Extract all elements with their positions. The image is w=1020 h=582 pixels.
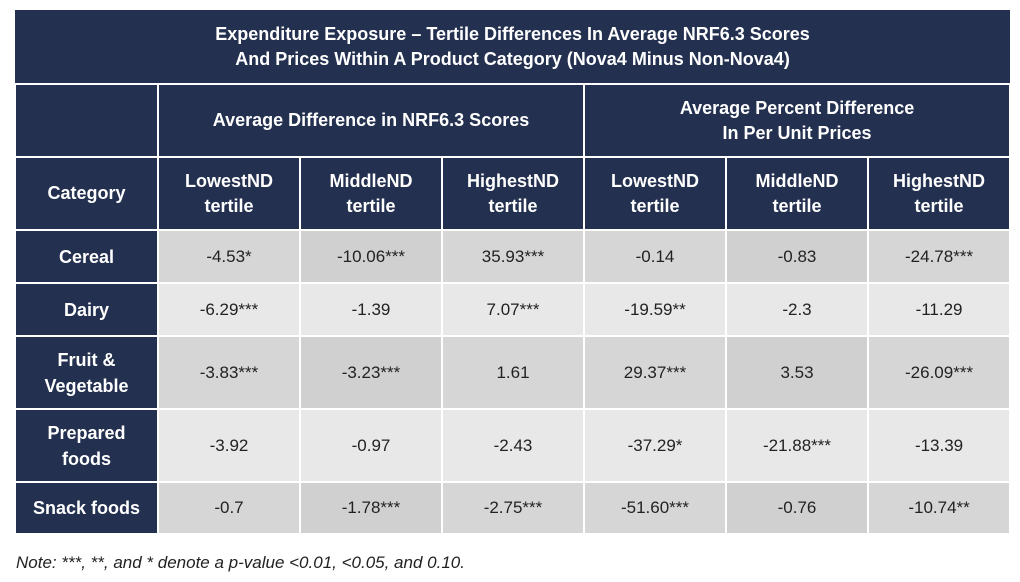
column-header: MiddleND tertile <box>725 156 869 231</box>
table-row: Cereal -4.53* -10.06*** 35.93*** -0.14 -… <box>14 229 1012 284</box>
row-label: Snack foods <box>14 481 159 535</box>
table-cell: -10.74** <box>866 481 1012 535</box>
blank-header-cell <box>14 83 159 158</box>
table-cell: -13.39 <box>866 408 1012 483</box>
column-header-line-2: tertile <box>488 195 538 216</box>
table-cell: -4.53* <box>157 229 301 284</box>
row-label: Prepared foods <box>14 408 159 483</box>
table-row: Prepared foods -3.92 -0.97 -2.43 -37.29*… <box>14 408 1012 483</box>
table-cell: -0.97 <box>299 408 443 483</box>
table-cell: -21.88*** <box>725 408 869 483</box>
column-header: MiddleND tertile <box>299 156 443 231</box>
table-cell: 29.37*** <box>583 335 727 410</box>
table-cell: -37.29* <box>583 408 727 483</box>
table-cell: -1.39 <box>299 282 443 337</box>
row-label-line-1: Snack foods <box>32 498 141 518</box>
table-cell: -19.59** <box>583 282 727 337</box>
table-cell: 1.61 <box>441 335 585 410</box>
row-label-line-2: Vegetable <box>44 375 129 396</box>
row-label: Dairy <box>14 282 159 337</box>
table-cell: -3.92 <box>157 408 301 483</box>
table-cell: -2.3 <box>725 282 869 337</box>
group-header-price-line-1: Average Percent Difference <box>679 97 915 118</box>
group-header-nrf: Average Difference in NRF6.3 Scores <box>157 83 585 158</box>
column-header-line-1: LowestND <box>610 170 699 191</box>
column-header-line-1: MiddleND <box>755 170 839 191</box>
column-header-line-2: tertile <box>630 195 680 216</box>
table-container: Expenditure Exposure – Tertile Differenc… <box>14 10 1012 535</box>
column-header-line-2: tertile <box>914 195 964 216</box>
column-header-line-1: HighestND <box>893 170 986 191</box>
row-label-line-1: Prepared <box>47 422 126 443</box>
row-label-line-1: Cereal <box>58 246 115 267</box>
row-label-line-1: Fruit & <box>57 349 116 370</box>
table-cell: -0.14 <box>583 229 727 284</box>
table-title-line-1: Expenditure Exposure – Tertile Differenc… <box>215 23 810 44</box>
table-cell: -24.78*** <box>866 229 1012 284</box>
column-header: HighestND tertile <box>866 156 1012 231</box>
table-cell: -0.76 <box>725 481 869 535</box>
group-header-price-line-2: In Per Unit Prices <box>722 122 872 143</box>
row-label: Fruit & Vegetable <box>14 335 159 410</box>
column-header-line-2: tertile <box>772 195 822 216</box>
table-cell: -6.29*** <box>157 282 301 337</box>
column-header-line-1: MiddleND <box>329 170 413 191</box>
table-cell: -51.60*** <box>583 481 727 535</box>
column-header: HighestND tertile <box>441 156 585 231</box>
table-cell: -11.29 <box>866 282 1012 337</box>
column-header-line-2: tertile <box>204 195 254 216</box>
table-cell: -3.83*** <box>157 335 301 410</box>
column-header-line-1: LowestND <box>184 170 273 191</box>
column-header-category-label: Category <box>47 183 126 203</box>
column-header-line-2: tertile <box>346 195 396 216</box>
group-header-price: Average Percent Difference In Per Unit P… <box>582 83 1012 158</box>
group-header-nrf-label: Average Difference in NRF6.3 Scores <box>212 110 530 130</box>
table-cell: -3.23*** <box>299 335 443 410</box>
table-note: Note: ***, **, and * denote a p-value <0… <box>16 553 465 572</box>
table-title-line-2: And Prices Within A Product Category (No… <box>235 48 790 69</box>
table-cell: -2.75*** <box>441 481 585 535</box>
column-header: LowestND tertile <box>157 156 301 231</box>
column-header-category: Category <box>14 156 159 231</box>
row-label-line-1: Dairy <box>63 299 110 320</box>
table-cell: 35.93*** <box>441 229 585 284</box>
table-row: Dairy -6.29*** -1.39 7.07*** -19.59** -2… <box>14 282 1012 337</box>
column-header: LowestND tertile <box>583 156 727 231</box>
table-cell: -10.06*** <box>299 229 443 284</box>
row-label: Cereal <box>14 229 159 284</box>
table-cell: -2.43 <box>441 408 585 483</box>
table-title: Expenditure Exposure – Tertile Differenc… <box>15 10 1011 85</box>
table-row: Snack foods -0.7 -1.78*** -2.75*** -51.6… <box>14 481 1012 535</box>
table-cell: 3.53 <box>725 335 869 410</box>
column-header-line-1: HighestND <box>466 170 559 191</box>
table-cell: -26.09*** <box>866 335 1012 410</box>
row-label-line-2: foods <box>62 448 111 469</box>
table-cell: -0.7 <box>157 481 301 535</box>
table-cell: -0.83 <box>725 229 869 284</box>
table-row: Fruit & Vegetable -3.83*** -3.23*** 1.61… <box>14 335 1012 410</box>
results-table: Expenditure Exposure – Tertile Differenc… <box>14 10 1012 535</box>
table-cell: -1.78*** <box>299 481 443 535</box>
table-cell: 7.07*** <box>441 282 585 337</box>
